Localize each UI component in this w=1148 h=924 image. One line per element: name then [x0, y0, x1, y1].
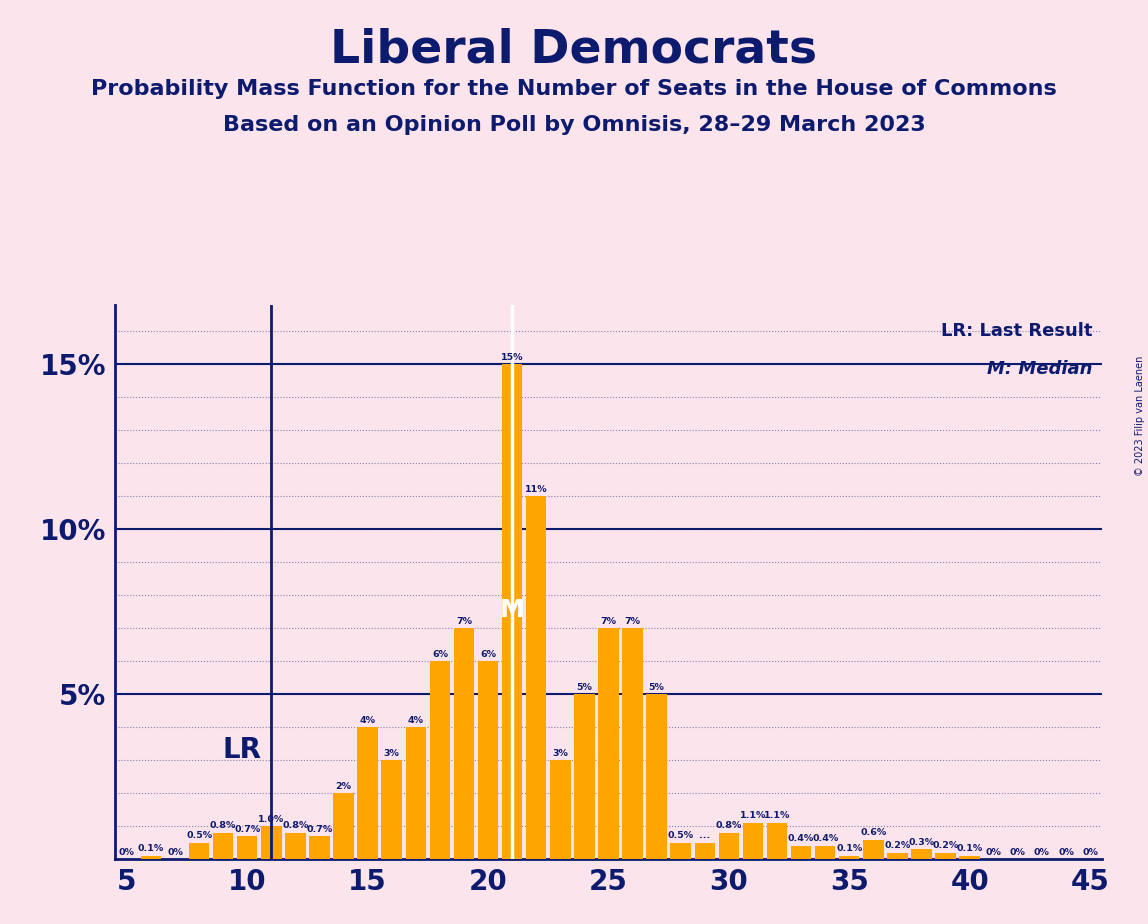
- Bar: [622, 628, 643, 859]
- Text: 1.1%: 1.1%: [763, 811, 790, 821]
- Bar: [333, 794, 354, 859]
- Bar: [357, 727, 378, 859]
- Bar: [743, 823, 763, 859]
- Bar: [212, 833, 233, 859]
- Text: 5%: 5%: [649, 683, 665, 692]
- Bar: [767, 823, 788, 859]
- Text: LR: Last Result: LR: Last Result: [940, 322, 1092, 339]
- Bar: [936, 853, 956, 859]
- Bar: [285, 833, 305, 859]
- Text: 0.5%: 0.5%: [668, 832, 693, 840]
- Text: 0.2%: 0.2%: [932, 841, 959, 850]
- Text: 3%: 3%: [383, 748, 400, 758]
- Text: 0.7%: 0.7%: [234, 824, 261, 833]
- Text: 4%: 4%: [359, 716, 375, 724]
- Text: 15%: 15%: [501, 353, 523, 361]
- Text: 0.1%: 0.1%: [956, 845, 983, 854]
- Text: 0.8%: 0.8%: [282, 821, 309, 831]
- Bar: [695, 843, 715, 859]
- Bar: [839, 856, 860, 859]
- Text: Liberal Democrats: Liberal Democrats: [331, 28, 817, 73]
- Text: 7%: 7%: [456, 616, 472, 626]
- Text: 11%: 11%: [525, 485, 548, 493]
- Bar: [188, 843, 209, 859]
- Text: 7%: 7%: [625, 616, 641, 626]
- Text: ...: ...: [699, 832, 711, 840]
- Text: 0.4%: 0.4%: [812, 834, 838, 844]
- Text: 0%: 0%: [1010, 847, 1025, 857]
- Text: 1.0%: 1.0%: [258, 815, 285, 823]
- Text: 5%: 5%: [576, 683, 592, 692]
- Bar: [502, 364, 522, 859]
- Text: LR: LR: [223, 736, 262, 764]
- Bar: [719, 833, 739, 859]
- Text: 0.3%: 0.3%: [908, 838, 934, 846]
- Text: 0.4%: 0.4%: [788, 834, 814, 844]
- Text: 0%: 0%: [1083, 847, 1097, 857]
- Text: Based on an Opinion Poll by Omnisis, 28–29 March 2023: Based on an Opinion Poll by Omnisis, 28–…: [223, 115, 925, 135]
- Text: 1.1%: 1.1%: [739, 811, 766, 821]
- Text: 3%: 3%: [552, 748, 568, 758]
- Bar: [453, 628, 474, 859]
- Text: Probability Mass Function for the Number of Seats in the House of Commons: Probability Mass Function for the Number…: [91, 79, 1057, 99]
- Bar: [526, 496, 546, 859]
- Bar: [550, 760, 571, 859]
- Bar: [863, 840, 884, 859]
- Text: 0.1%: 0.1%: [138, 845, 164, 854]
- Bar: [815, 846, 836, 859]
- Text: 0.5%: 0.5%: [186, 832, 212, 840]
- Text: 0.8%: 0.8%: [210, 821, 236, 831]
- Bar: [887, 853, 908, 859]
- Text: M: Median: M: Median: [987, 360, 1092, 378]
- Bar: [646, 694, 667, 859]
- Bar: [598, 628, 619, 859]
- Bar: [912, 849, 932, 859]
- Text: 4%: 4%: [408, 716, 424, 724]
- Bar: [791, 846, 812, 859]
- Text: 0%: 0%: [168, 847, 183, 857]
- Text: 0%: 0%: [119, 847, 134, 857]
- Text: 6%: 6%: [480, 650, 496, 659]
- Text: 0%: 0%: [986, 847, 1002, 857]
- Bar: [381, 760, 402, 859]
- Text: 0.2%: 0.2%: [884, 841, 910, 850]
- Text: 0%: 0%: [1034, 847, 1049, 857]
- Text: M: M: [499, 598, 525, 622]
- Text: 2%: 2%: [335, 782, 351, 791]
- Bar: [309, 836, 329, 859]
- Bar: [429, 662, 450, 859]
- Text: 0.6%: 0.6%: [860, 828, 886, 837]
- Bar: [478, 662, 498, 859]
- Text: 0.8%: 0.8%: [715, 821, 742, 831]
- Bar: [670, 843, 691, 859]
- Bar: [261, 826, 281, 859]
- Text: 0.7%: 0.7%: [307, 824, 333, 833]
- Bar: [236, 836, 257, 859]
- Text: 0%: 0%: [1058, 847, 1073, 857]
- Bar: [960, 856, 980, 859]
- Text: 6%: 6%: [432, 650, 448, 659]
- Text: 0.1%: 0.1%: [836, 845, 862, 854]
- Bar: [405, 727, 426, 859]
- Bar: [574, 694, 595, 859]
- Text: © 2023 Filip van Laenen: © 2023 Filip van Laenen: [1135, 356, 1145, 476]
- Text: 7%: 7%: [600, 616, 616, 626]
- Bar: [141, 856, 161, 859]
